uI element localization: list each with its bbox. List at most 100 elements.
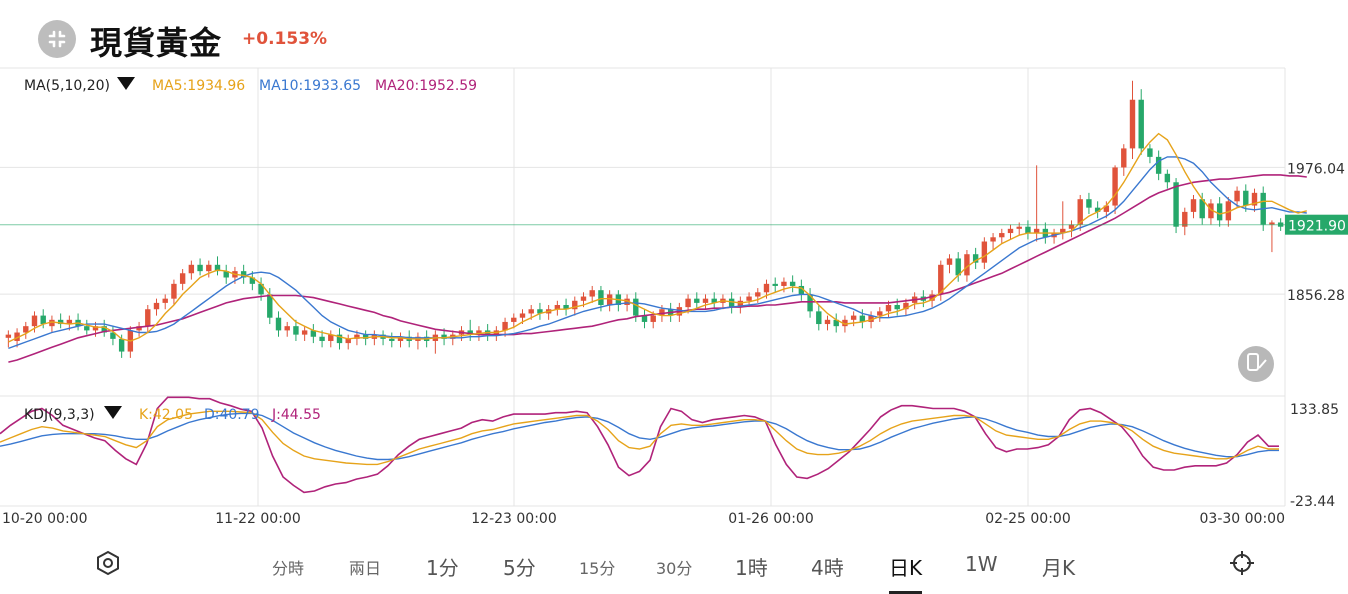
x-tick-label-2: 12-23 00:00 [471,511,556,527]
candle-body [877,311,883,316]
tab-timeframe-1[interactable]: 兩日 [349,559,382,578]
x-tick-label-3: 01-26 00:00 [728,511,813,527]
candle-body [101,326,107,333]
candle-body [772,283,778,286]
kdj-dropdown-triangle-icon[interactable] [104,406,122,419]
ma-indicator-label[interactable]: MA(5,10,20) [24,78,110,94]
tab-timeframe-2[interactable]: 1分 [426,556,459,580]
settings-hexagon-icon[interactable] [95,550,121,580]
x-tick-label-4: 02-25 00:00 [985,511,1070,527]
candle-body [1234,190,1240,202]
candle-body [249,277,256,284]
candle-body [511,317,517,322]
candle-body [842,319,848,327]
candle-body [153,302,160,310]
candle-body [240,271,247,278]
candle-body [5,334,12,338]
candle-body [214,264,221,272]
candle-body [789,281,796,286]
kdj-indicator-label[interactable]: KDJ(9,3,3) [24,407,95,423]
candle-body [580,296,587,301]
kdj-d-line [0,412,1279,461]
kdj-k-value: K:42.05 [139,407,193,423]
timeframe-toolbar: 分時 兩日 1分 5分 15分 30分 1時 4時 日K 1W 月K [0,540,1348,594]
candle-body [389,338,395,341]
x-tick-label-1: 11-22 00:00 [215,511,300,527]
crosshair-icon[interactable] [1229,550,1255,580]
candle-body [110,332,116,339]
candle-body [1243,190,1249,206]
candle-body [711,298,717,303]
candle-body [885,305,892,312]
candle-body [598,290,604,306]
ma20-line [8,174,1307,363]
candle-body [179,273,186,284]
candle-body [258,283,264,295]
candle-body [1121,148,1127,168]
candle-body [1138,99,1144,149]
candle-body [319,336,325,341]
candle-body [345,338,351,344]
candle-body [1077,199,1083,225]
tab-timeframe-3[interactable]: 5分 [503,556,536,580]
candle-body [1173,182,1179,227]
candle-body [1182,211,1188,227]
candle-body [502,321,508,331]
candle-body [284,326,290,331]
tab-timeframe-0[interactable]: 分時 [272,559,305,578]
candle-body [1208,203,1214,219]
tab-timeframe-5[interactable]: 30分 [656,559,693,578]
tab-timeframe-8[interactable]: 日K [889,552,923,594]
candlestick-chart[interactable]: 1976.04 1856.28 1921.90 133.85 -23.44 10-20 0… [0,0,1348,540]
x-tick-label-5: 03-30 00:00 [1200,511,1285,527]
product-logo-icon[interactable] [38,20,76,58]
candle-body [206,264,212,272]
tab-timeframe-9[interactable]: 1W [965,552,998,576]
candle-body [850,315,857,320]
candle-body [476,330,482,335]
tab-timeframe-4[interactable]: 15分 [579,559,616,578]
candle-body [84,326,90,331]
candle-body [1155,156,1162,174]
candle-body [145,309,151,327]
candle-body [650,315,656,322]
tab-timeframe-7[interactable]: 4時 [811,556,844,580]
kdj-tick-top: 133.85 [1290,402,1339,418]
candle-body [1164,173,1171,183]
candle-body [868,315,874,322]
candle-body [1199,199,1205,219]
tab-timeframe-6[interactable]: 1時 [735,556,768,580]
candle-body [1225,201,1232,221]
candle-body [903,302,909,310]
y-tick-label-0: 1976.04 [1287,161,1345,177]
ma-dropdown-triangle-icon[interactable] [117,77,135,90]
ma5-line [8,132,1307,343]
candle-body [589,290,595,297]
drawing-tool-icon[interactable] [1238,346,1274,382]
candle-body [572,300,578,310]
page-title: 現貨黃金 [90,24,223,62]
candle-body [685,298,691,308]
candle-body [955,258,961,276]
tab-timeframe-10[interactable]: 月K [1042,556,1076,580]
last-price-label: 1921.90 [1288,219,1346,235]
candle-body [641,315,648,322]
candle-body [728,298,735,308]
candle-body [990,237,996,242]
ma5-value: MA5:1934.96 [152,78,245,94]
kdj-j-value: J:44.55 [271,407,321,423]
candle-body [606,294,613,306]
candle-body [293,326,299,335]
kdj-lines [0,396,1279,494]
candle-body [1060,228,1066,234]
candle-body [999,233,1005,238]
candle-body [223,271,229,278]
candle-body [1033,228,1040,234]
y-tick-label-1: 1856.28 [1287,288,1345,304]
candle-body [833,319,839,327]
moving-average-lines [8,132,1307,363]
candle-body [336,334,343,344]
candle-body [1112,167,1118,206]
last-price-badge [1285,214,1348,235]
candle-body [1129,99,1136,149]
